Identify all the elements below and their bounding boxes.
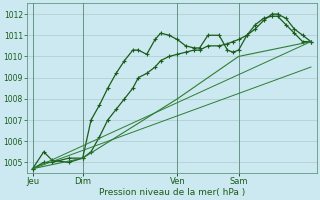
X-axis label: Pression niveau de la mer( hPa ): Pression niveau de la mer( hPa ) [99,188,245,197]
